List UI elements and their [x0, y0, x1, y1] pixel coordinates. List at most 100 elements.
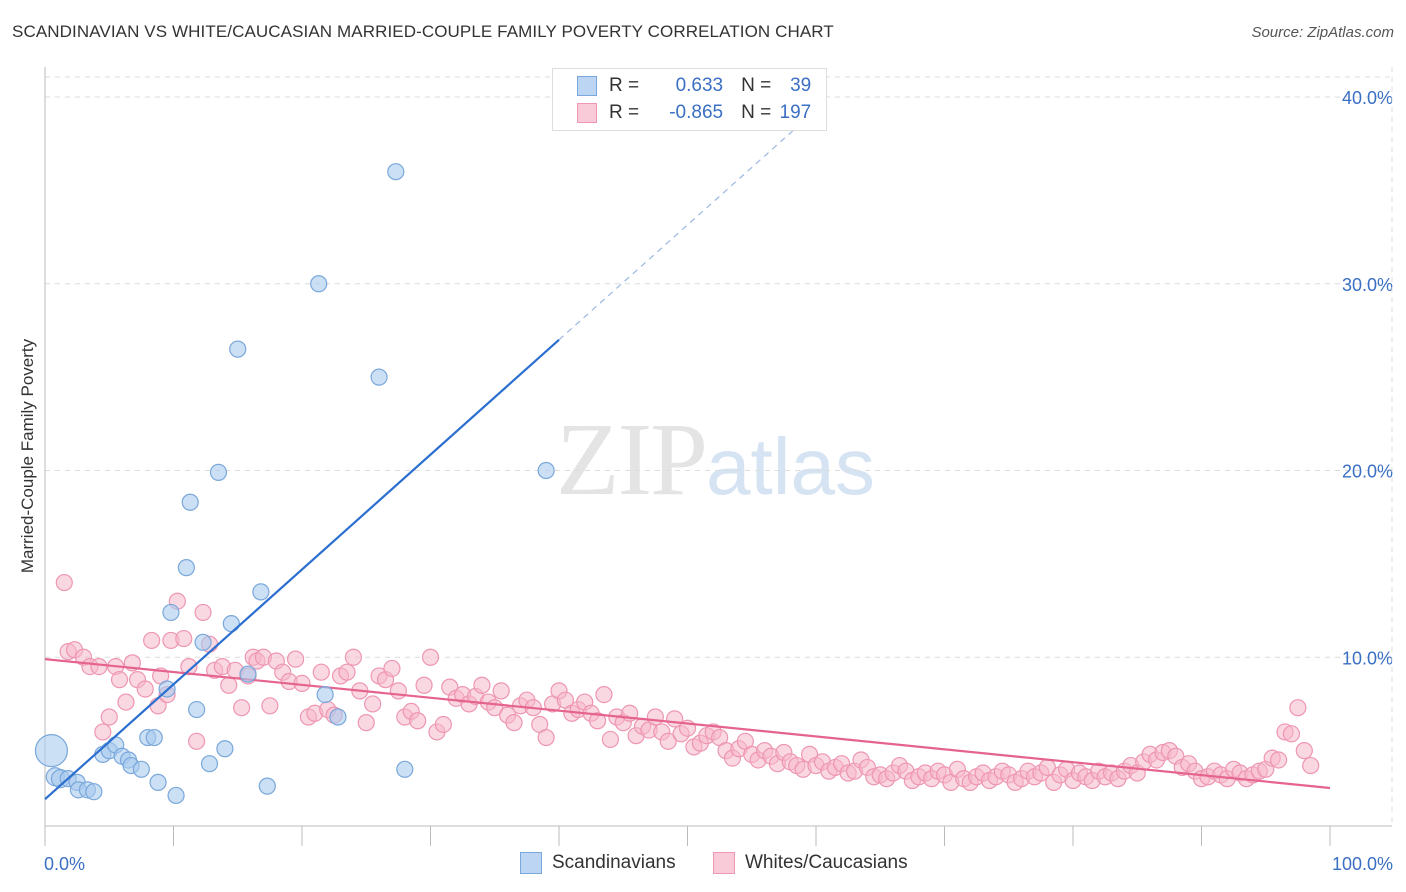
x-tick-label-max: 100.0% — [1332, 854, 1393, 874]
series-legend-whites: Whites/Caucasians — [713, 852, 908, 874]
y-tick-label: 20.0% — [1342, 462, 1393, 482]
data-point-whites — [100, 708, 118, 726]
data-point-scandinavians — [310, 275, 328, 293]
data-point-whites — [357, 714, 375, 732]
data-point-scandinavians — [34, 734, 69, 768]
data-point-scandinavians — [258, 777, 276, 795]
data-point-whites — [1282, 725, 1301, 743]
data-point-scandinavians — [229, 340, 247, 358]
legend-r-label: R = — [609, 102, 640, 123]
series-legend-label: Scandinavians — [552, 852, 676, 873]
data-point-whites — [143, 631, 161, 650]
data-point-scandinavians — [316, 685, 334, 704]
data-point-whites — [188, 732, 206, 750]
y-tick-label: 30.0% — [1342, 275, 1393, 295]
legend-r-value: -0.865 — [669, 102, 724, 123]
data-point-scandinavians — [239, 665, 257, 683]
data-point-whites — [595, 685, 613, 704]
data-point-scandinavians — [209, 463, 228, 481]
data-point-whites — [1289, 699, 1307, 717]
data-point-whites — [117, 693, 135, 711]
watermark-atlas: atlas — [706, 422, 875, 511]
data-point-whites — [194, 603, 212, 622]
data-point-whites — [233, 699, 251, 717]
legend-swatch-pink — [577, 103, 597, 123]
data-point-whites — [364, 695, 382, 713]
trendline-whites — [44, 658, 1331, 790]
data-point-whites — [1302, 756, 1320, 775]
data-point-whites — [383, 659, 401, 678]
data-point-whites — [421, 648, 440, 666]
data-point-whites — [90, 657, 108, 676]
series-legend: Scandinavians Whites/Caucasians — [0, 852, 1406, 878]
legend-r-label: R = — [609, 75, 640, 96]
data-point-whites — [434, 715, 452, 734]
data-point-scandinavians — [145, 728, 163, 747]
data-point-whites — [1269, 751, 1288, 769]
source-label: Source: ZipAtlas.com — [1251, 24, 1394, 41]
data-point-scandinavians — [149, 773, 167, 791]
data-point-whites — [588, 712, 607, 730]
watermark-zip: ZIP — [556, 402, 708, 517]
data-point-scandinavians — [396, 760, 414, 778]
data-point-whites — [136, 680, 154, 698]
data-point-scandinavians — [252, 583, 270, 601]
data-point-scandinavians — [194, 633, 212, 651]
data-point-scandinavians — [188, 700, 206, 719]
series-legend-scandinavians: Scandinavians — [520, 852, 676, 874]
data-point-whites — [94, 723, 112, 741]
data-point-whites — [415, 676, 433, 694]
data-point-whites — [55, 573, 73, 592]
series-swatch-blue — [520, 852, 542, 874]
series-swatch-pink — [713, 852, 735, 874]
data-point-scandinavians — [537, 461, 555, 480]
data-point-scandinavians — [162, 603, 180, 622]
data-point-whites — [110, 671, 129, 689]
data-point-scandinavians — [85, 783, 103, 801]
x-tick-label-min: 0.0% — [44, 854, 85, 874]
y-tick-label: 40.0% — [1342, 88, 1393, 108]
data-point-scandinavians — [370, 368, 388, 386]
legend-n-value: 197 — [779, 102, 812, 123]
series-legend-label: Whites/Caucasians — [745, 852, 908, 873]
data-point-whites — [1295, 742, 1313, 760]
data-point-whites — [505, 714, 523, 732]
y-tick-label: 10.0% — [1342, 648, 1393, 668]
legend-row-whites: R = -0.865 N = 197 — [577, 100, 811, 126]
data-point-whites — [220, 676, 238, 694]
data-point-whites — [601, 730, 620, 749]
data-point-scandinavians — [216, 740, 234, 758]
chart-title: SCANDINAVIAN VS WHITE/CAUCASIAN MARRIED-… — [12, 22, 834, 41]
data-point-whites — [338, 663, 356, 681]
legend-swatch-blue — [577, 76, 597, 96]
data-point-scandinavians — [387, 163, 405, 181]
data-point-whites — [473, 676, 491, 694]
legend-row-scandinavians: R = 0.633 N = 39 — [577, 73, 811, 99]
correlation-legend: R = 0.633 N = 39 R = -0.865 N = 197 — [552, 68, 827, 131]
legend-n-value: 39 — [790, 75, 812, 96]
data-point-scandinavians — [167, 786, 185, 805]
data-point-whites — [312, 663, 330, 681]
data-point-whites — [175, 629, 193, 648]
trendline-scandinavians-extension — [558, 109, 817, 341]
legend-r-value: 0.633 — [675, 75, 724, 96]
data-point-scandinavians — [181, 493, 199, 511]
data-point-whites — [344, 648, 362, 666]
data-point-whites — [537, 728, 555, 747]
data-point-scandinavians — [132, 760, 150, 778]
data-point-scandinavians — [329, 708, 347, 726]
data-point-whites — [659, 732, 677, 750]
data-point-scandinavians — [222, 615, 240, 633]
data-point-whites — [286, 650, 305, 668]
legend-n-label: N = — [741, 102, 772, 123]
data-point-whites — [261, 697, 279, 715]
data-point-whites — [409, 712, 427, 730]
trendline-scandinavians — [44, 338, 560, 801]
data-point-whites — [492, 682, 510, 700]
watermark: ZIPatlas — [556, 400, 875, 519]
data-point-scandinavians — [200, 755, 219, 773]
data-point-whites — [646, 708, 664, 726]
data-point-scandinavians — [177, 559, 195, 577]
legend-n-label: N = — [741, 75, 772, 96]
